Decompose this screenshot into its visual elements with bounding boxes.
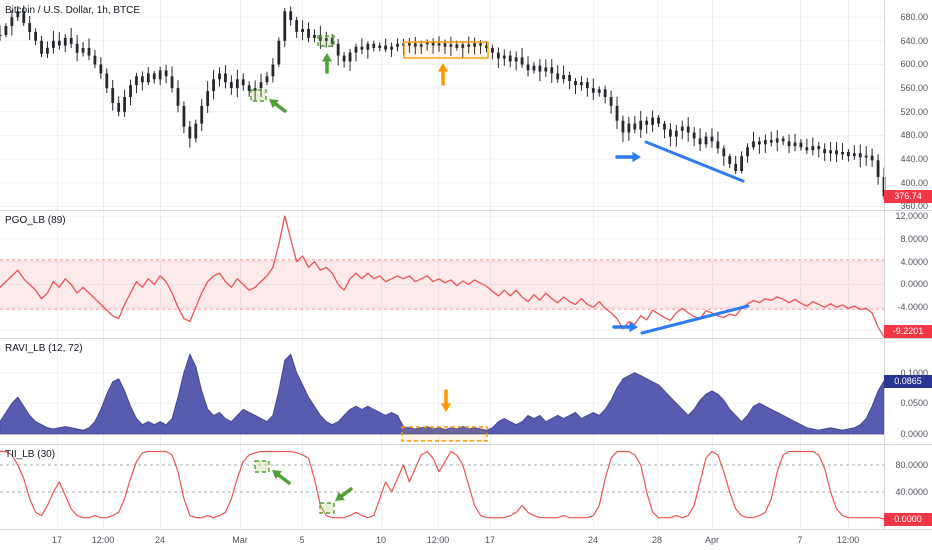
- candlestick-series: [0, 5, 886, 200]
- time-tick-label: 12:00: [836, 535, 860, 545]
- axis-tick-label: 12.0000: [895, 211, 928, 222]
- price-axis[interactable]: 680.00 640.00 600.00 560.00 520.00 480.00 440.…: [884, 0, 932, 529]
- time-tick-label: 10: [375, 535, 387, 545]
- time-tick-label: 28: [651, 535, 663, 545]
- axis-tick-label: 8.0000: [900, 233, 928, 244]
- orange-arrow-down[interactable]: [440, 389, 452, 412]
- axis-tick-label: 600.00: [900, 59, 928, 70]
- axis-tick-label: 680.00: [900, 12, 928, 23]
- green-box-4[interactable]: [319, 502, 335, 514]
- time-tick-label: 17: [484, 535, 496, 545]
- axis-tick-label: 80.0000: [895, 459, 928, 470]
- orange-box-ravi[interactable]: [401, 426, 488, 442]
- time-tick-label: 12:00: [426, 535, 450, 545]
- axis-tick-label: 0.1000: [900, 367, 928, 378]
- green-arrow-4[interactable]: [335, 487, 353, 501]
- green-arrow-1[interactable]: [269, 99, 287, 113]
- time-tick-label: Apr: [704, 535, 720, 545]
- symbol-legend[interactable]: Bitcoin / U.S. Dollar, 1h, BTCE: [5, 5, 141, 16]
- tii-value-badge: 0.0000: [884, 513, 932, 526]
- orange-box-price[interactable]: [403, 41, 489, 59]
- tii-line: [0, 450, 885, 520]
- ravi-area: [0, 352, 885, 435]
- indicator-legend-tii[interactable]: TII_LB (30): [5, 449, 56, 460]
- axis-tick-label: 640.00: [900, 35, 928, 46]
- last-price-badge: 376.74: [884, 190, 932, 203]
- blue-trendline-price[interactable]: [644, 140, 745, 183]
- pgo-band: [0, 259, 884, 310]
- axis-tick-label: 360.00: [900, 201, 928, 212]
- axis-tick-label: 480.00: [900, 130, 928, 141]
- time-tick-label: 5: [299, 535, 305, 545]
- blue-arrow-price[interactable]: [615, 151, 641, 163]
- green-arrow-3[interactable]: [272, 470, 291, 485]
- axis-tick-label: 400.00: [900, 177, 928, 188]
- green-arrow-2[interactable]: [321, 53, 333, 74]
- orange-arrow-up[interactable]: [437, 63, 449, 86]
- blue-arrow-pgo[interactable]: [612, 321, 638, 333]
- pgo-value-badge: -9.2201: [884, 325, 932, 338]
- ravi-value-badge: 0.0865: [884, 375, 932, 388]
- green-box-3[interactable]: [254, 460, 270, 473]
- axis-tick-label: 520.00: [900, 106, 928, 117]
- axis-tick-label: -4.0000: [897, 302, 928, 313]
- pgo-line: [0, 215, 885, 338]
- axis-tick-label: 0.0500: [900, 398, 928, 409]
- green-box-1[interactable]: [250, 89, 267, 102]
- indicator-legend-ravi[interactable]: RAVI_LB (12, 72): [5, 343, 83, 354]
- green-box-2[interactable]: [317, 35, 335, 47]
- time-tick-label: Mar: [232, 535, 248, 545]
- blue-trendline-pgo[interactable]: [640, 304, 750, 335]
- time-tick-label: 12:00: [91, 535, 115, 545]
- time-tick-label: 17: [51, 535, 63, 545]
- indicator-legend-pgo[interactable]: PGO_LB (89): [5, 215, 66, 226]
- axis-tick-label: 40.0000: [895, 486, 928, 497]
- axis-tick-label: 0.0000: [900, 279, 928, 290]
- time-axis[interactable]: 17 12:00 24 Mar 5 10 12:00 17 24 28 Apr 7 12:00: [0, 529, 932, 550]
- axis-tick-label: 560.00: [900, 83, 928, 94]
- axis-tick-label: 0.0000: [900, 428, 928, 439]
- axis-tick-label: 4.0000: [900, 256, 928, 267]
- axis-tick-label: 440.00: [900, 154, 928, 165]
- time-tick-label: 7: [797, 535, 803, 545]
- time-tick-label: 24: [587, 535, 599, 545]
- time-tick-label: 24: [154, 535, 166, 545]
